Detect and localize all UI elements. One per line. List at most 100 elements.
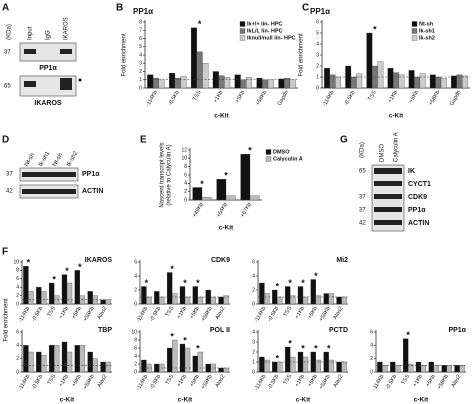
x-tick-label: +5Kb: [189, 306, 201, 320]
bar: [23, 266, 29, 305]
x-tick-label: +58Kb: [255, 90, 268, 107]
x-tick-label: -0.5Kb: [149, 306, 162, 323]
chart-title: POL II: [210, 327, 230, 334]
marker-label: 37: [359, 195, 366, 201]
y-tick-label: 0: [16, 301, 19, 307]
blot-image: [19, 42, 77, 62]
bar: [197, 296, 204, 305]
x-tick-label: -0.5Kb: [267, 374, 280, 391]
y-axis-label: Fold enrichment: [122, 33, 128, 76]
bar: [100, 361, 106, 373]
bar: [297, 286, 304, 305]
y-tick-label: 6: [16, 276, 19, 282]
panel-letter: F: [2, 247, 8, 258]
x-tick-label: -0.5Kb: [343, 90, 356, 107]
bar: [28, 351, 34, 373]
band-label: CYCT1: [408, 181, 431, 188]
bar: [197, 351, 204, 373]
x-tick-label: -0.5Kb: [149, 374, 162, 391]
y-tick-label: 2: [184, 189, 187, 195]
bar: [459, 365, 465, 373]
band-marker: [78, 78, 82, 82]
bar: [192, 355, 199, 373]
blot-a: (KDa) Input IgG IKAROS 37 PP1α 65 IKAROS: [4, 17, 82, 107]
bar: [48, 282, 55, 305]
x-axis-label: c-Kit: [296, 397, 311, 404]
y-tick-label: 0: [134, 301, 137, 307]
y-tick-label: 0: [139, 85, 142, 91]
bar: [336, 361, 342, 373]
y-tick-label: 4: [184, 181, 187, 187]
x-tick-label: Alas2: [214, 306, 226, 321]
x-tick-label: +58Kb: [200, 374, 213, 391]
legend-label: Ik+/+ lin- HPC: [247, 21, 282, 27]
y-tick-label: 0: [16, 369, 19, 375]
y-tick-label: 10: [181, 156, 187, 162]
bar: [223, 367, 229, 373]
y-tick-label: 3: [139, 61, 142, 67]
bar: [218, 367, 224, 373]
x-tick-label: TSS: [47, 373, 58, 386]
bar: [336, 296, 342, 305]
blot-g: (KDa) DMSO Calyculin A 65 37 37 42 IK CY…: [359, 132, 431, 232]
x-axis-label: c-Kit: [214, 113, 229, 120]
x-tick-label: -114Kb: [254, 374, 268, 392]
x-tick-label: Alas2: [96, 374, 108, 389]
bar: [278, 78, 285, 89]
y-tick-label: 2: [370, 356, 373, 362]
bar: [192, 286, 199, 305]
annotation: *: [288, 278, 292, 288]
x-axis-label: c-Kit: [219, 225, 234, 232]
x-tick-label: +58Kb: [436, 374, 449, 391]
bar: [159, 296, 165, 305]
x-tick-label: +1Kb: [387, 90, 399, 104]
bar: [225, 195, 236, 201]
legend-swatch: [239, 28, 246, 34]
legend-swatch: [411, 28, 418, 34]
chart-title: CDK9: [211, 257, 230, 264]
y-tick-label: 10: [131, 329, 137, 335]
bar: [408, 70, 415, 89]
bar: [414, 76, 421, 89]
y-tick-label: 10: [13, 259, 19, 265]
x-tick-label: +1Kb: [58, 306, 70, 320]
marker-label: 65: [4, 84, 11, 90]
bar: [390, 361, 396, 373]
kda-label: (KDa): [360, 142, 366, 158]
annotation: *: [248, 146, 252, 156]
bar: [36, 287, 42, 305]
y-axis-label: (relative to Calyculin A): [167, 144, 173, 205]
annotation: *: [327, 343, 331, 353]
bar: [259, 282, 265, 305]
bar: [435, 76, 442, 89]
y-tick-label: 4: [139, 52, 142, 58]
x-tick-label: -114Kb: [18, 306, 32, 324]
annotation: *: [52, 274, 56, 284]
bar: [169, 73, 176, 89]
blot-band: [374, 168, 402, 174]
x-tick-label: +58Kb: [82, 306, 95, 323]
chart-title: PP1α: [448, 327, 466, 334]
annotation: *: [78, 262, 82, 272]
marker-label: 42: [6, 189, 13, 195]
band-label: ACTIN: [82, 188, 103, 195]
lane-label: Nt-sh: [52, 152, 64, 167]
bar: [324, 68, 330, 89]
bar: [240, 154, 251, 201]
band-label: CDK9: [408, 194, 427, 201]
x-tick-label: -114Kb: [136, 374, 150, 392]
y-tick-label: 12: [181, 147, 187, 153]
blot-band: [60, 49, 72, 54]
y-tick-label: 0: [370, 369, 373, 375]
bar: [223, 295, 229, 305]
legend-label: Iknull/null lin- HPC: [247, 35, 296, 41]
blot-band: [24, 49, 36, 54]
lane-label: Input: [28, 26, 34, 40]
x-tick-label: -114Kb: [372, 374, 386, 392]
bar: [158, 79, 165, 89]
bar: [166, 272, 173, 305]
x-tick-label: -114Kb: [18, 374, 32, 392]
x-tick-label: +58Kb: [82, 374, 95, 391]
x-tick-label: +54Kb: [216, 202, 229, 219]
annotation: *: [170, 331, 174, 341]
